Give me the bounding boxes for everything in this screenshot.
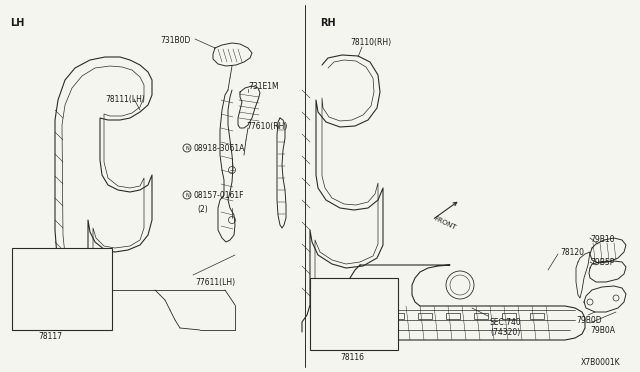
Text: 79B10: 79B10 [590,235,614,244]
Bar [502,313,516,319]
Text: 731E1M: 731E1M [248,82,278,91]
Text: LH: LH [10,18,24,28]
Text: (74320): (74320) [490,328,520,337]
Text: 78116: 78116 [340,353,364,362]
Text: 77611(LH): 77611(LH) [195,278,235,287]
Text: N: N [185,192,189,198]
Text: N: N [185,145,189,151]
Text: 78120: 78120 [560,248,584,257]
Text: 78111(LH): 78111(LH) [105,95,145,104]
Text: 731B0D: 731B0D [160,36,190,45]
Text: FRONT: FRONT [38,263,61,280]
Text: 08918-3061A: 08918-3061A [193,144,244,153]
Bar [12,248,112,330]
Bar [446,313,460,319]
Text: FRONT: FRONT [433,215,457,230]
Bar [474,313,488,319]
Bar [310,278,398,350]
Text: 79B0A: 79B0A [590,326,615,335]
Text: RH: RH [320,18,335,28]
Text: 78117: 78117 [38,332,62,341]
Text: 77610(RH): 77610(RH) [246,122,287,131]
Bar [530,313,544,319]
Bar [418,313,432,319]
Text: (2): (2) [197,205,208,214]
Text: 79B5P: 79B5P [590,258,614,267]
Text: X7B0001K: X7B0001K [580,358,620,367]
Text: 08157-0161F: 08157-0161F [193,190,243,199]
Text: 79B0D: 79B0D [576,316,602,325]
Bar [390,313,404,319]
Text: SEC.740: SEC.740 [490,318,522,327]
Text: 78110(RH): 78110(RH) [350,38,391,47]
